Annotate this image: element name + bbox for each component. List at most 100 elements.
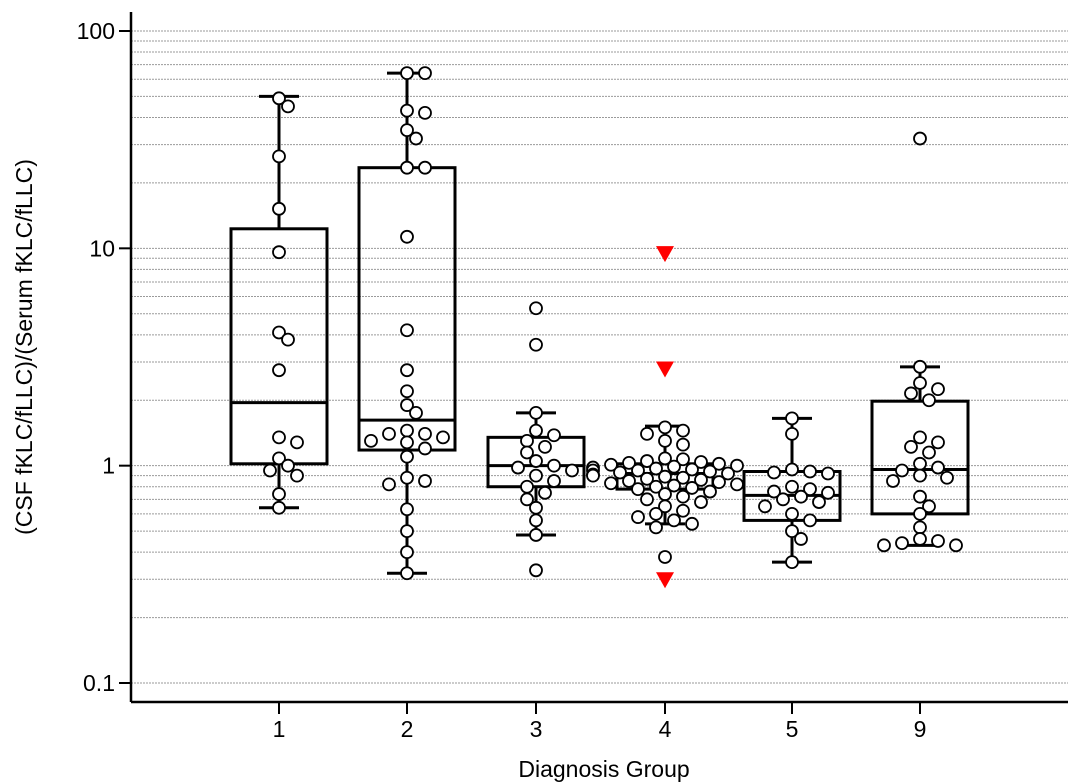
data-point	[904, 386, 918, 401]
data-point	[940, 470, 954, 485]
data-point	[400, 545, 414, 560]
data-point	[400, 470, 414, 485]
data-point	[400, 66, 414, 81]
data-point	[913, 430, 927, 445]
data-point	[794, 489, 808, 504]
data-point	[290, 435, 304, 450]
data-point	[640, 471, 654, 486]
data-point	[803, 513, 817, 528]
box-group-1	[229, 227, 329, 466]
data-point	[418, 160, 432, 175]
data-point	[409, 131, 423, 146]
data-point	[794, 532, 808, 546]
x-tick-label: 9	[914, 716, 927, 742]
data-point	[586, 468, 600, 483]
data-point	[400, 229, 414, 244]
data-point	[529, 528, 543, 542]
x-tick-label: 5	[786, 716, 799, 742]
data-point	[272, 500, 286, 515]
boxes	[229, 71, 970, 575]
data-point	[658, 499, 672, 514]
data-point	[400, 435, 414, 450]
data-point	[272, 363, 286, 378]
data-point	[667, 459, 681, 474]
data-point	[676, 423, 690, 438]
data-point	[767, 465, 781, 480]
data-point	[520, 479, 534, 494]
data-point	[418, 474, 432, 488]
data-point	[785, 479, 799, 494]
data-point	[400, 524, 414, 538]
data-point	[877, 538, 891, 553]
data-point	[538, 485, 552, 500]
data-point	[649, 506, 663, 521]
data-point	[281, 332, 295, 347]
data-point	[418, 441, 432, 456]
data-point	[703, 464, 717, 479]
data-point	[418, 66, 432, 81]
data-point	[281, 99, 295, 114]
data-point	[272, 91, 286, 106]
data-point	[547, 428, 561, 443]
data-point	[400, 123, 414, 137]
data-point	[658, 550, 672, 564]
data-point	[272, 325, 286, 340]
data-point	[931, 534, 945, 548]
x-tick-label: 1	[273, 716, 286, 742]
data-point	[676, 489, 690, 504]
data-point	[913, 506, 927, 521]
data-point	[529, 405, 543, 420]
data-point	[785, 462, 799, 477]
data-point	[821, 466, 835, 481]
data-point	[658, 451, 672, 466]
data-point	[364, 434, 378, 448]
data-point	[604, 476, 618, 491]
data-point	[400, 160, 414, 175]
data-point	[886, 474, 900, 488]
data-point	[400, 363, 414, 378]
data-point	[529, 563, 543, 578]
data-point	[685, 481, 699, 495]
axes: 0.1 1 10 100 1 2 3 4 5 9	[77, 12, 1068, 742]
x-tick-label: 3	[530, 716, 543, 742]
data-point	[913, 468, 927, 483]
data-point	[400, 398, 414, 412]
data-point	[640, 454, 654, 468]
data-point	[400, 449, 414, 464]
data-point	[913, 376, 927, 390]
data-point	[400, 103, 414, 118]
data-point	[640, 427, 654, 441]
data-point	[931, 460, 945, 475]
data-point	[785, 524, 799, 538]
x-tick-label: 2	[401, 716, 414, 742]
data-point	[767, 484, 781, 499]
data-point	[712, 475, 726, 490]
data-point	[272, 430, 286, 445]
data-point	[529, 423, 543, 438]
data-point	[712, 456, 726, 471]
data-point	[547, 474, 561, 488]
data-point	[520, 445, 534, 460]
y-tick-label: 1	[102, 453, 115, 479]
data-point	[895, 463, 909, 478]
data-point	[776, 492, 790, 507]
y-tick-label: 10	[89, 235, 115, 261]
data-point	[520, 492, 534, 507]
data-point	[547, 458, 561, 473]
data-point	[676, 503, 690, 518]
data-point	[272, 149, 286, 164]
data-point	[658, 420, 672, 435]
y-tick-label: 100	[77, 18, 115, 44]
data-point	[622, 455, 636, 470]
data-point	[694, 455, 708, 469]
data-point	[529, 337, 543, 352]
data-point	[676, 452, 690, 467]
data-point	[529, 301, 543, 316]
data-point	[649, 461, 663, 476]
data-point	[520, 434, 534, 448]
data-point	[913, 456, 927, 471]
data-point	[658, 434, 672, 448]
data-point	[758, 499, 772, 514]
data-point	[272, 487, 286, 501]
